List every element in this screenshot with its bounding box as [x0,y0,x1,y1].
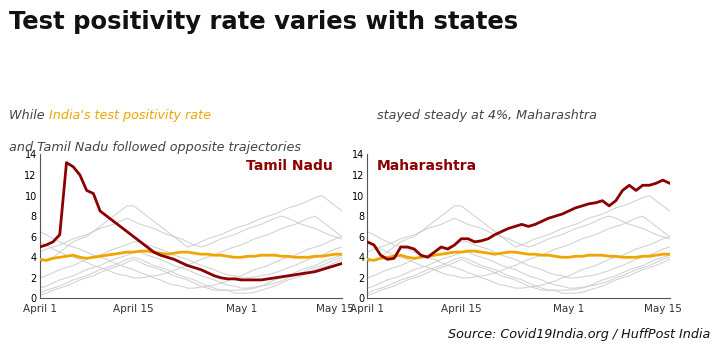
Text: Tamil Nadu: Tamil Nadu [246,159,333,173]
Text: Maharashtra: Maharashtra [377,159,477,173]
Text: India's test positivity rate: India's test positivity rate [49,109,211,122]
Text: and Tamil Nadu followed opposite trajectories: and Tamil Nadu followed opposite traject… [9,141,302,153]
Text: stayed steady at 4%, Maharashtra: stayed steady at 4%, Maharashtra [373,109,597,122]
Text: Source: Covid19India.org / HuffPost India: Source: Covid19India.org / HuffPost Indi… [449,328,711,341]
Text: While: While [9,109,49,122]
Text: Test positivity rate varies with states: Test positivity rate varies with states [9,10,518,34]
